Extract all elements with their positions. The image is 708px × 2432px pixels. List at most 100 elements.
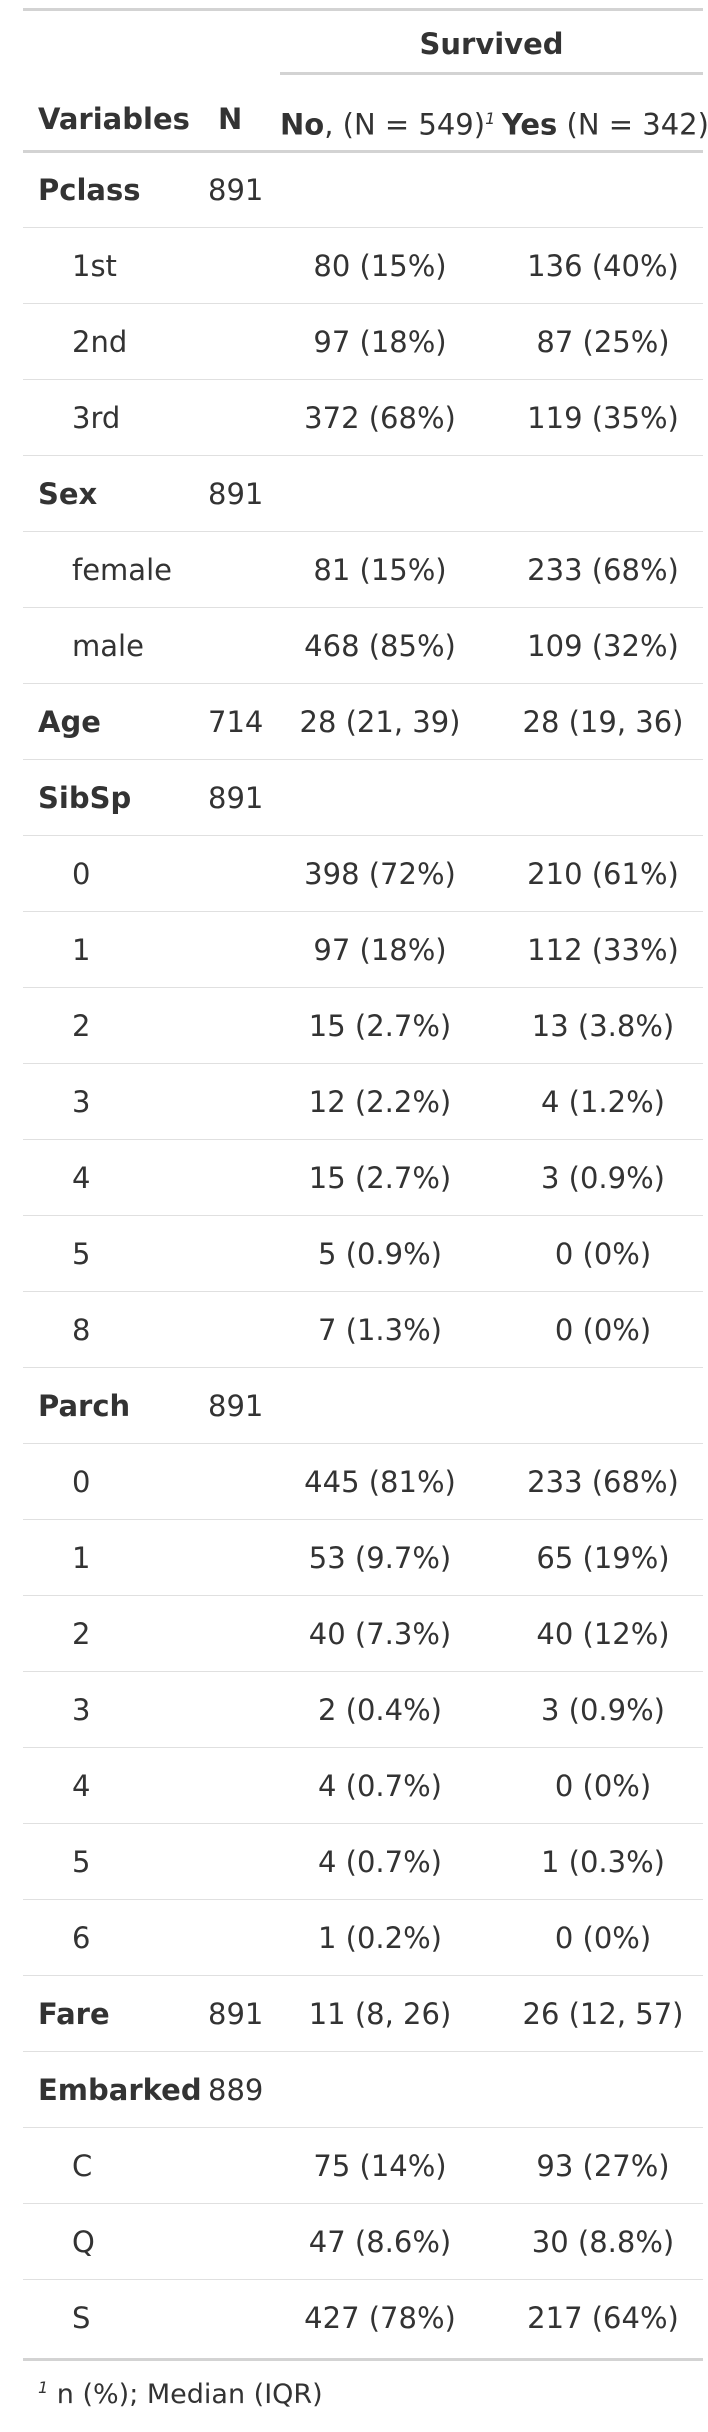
- survived-yes-cell: 4 (1.2%): [541, 1085, 665, 1119]
- survived-no-cell: 11 (8, 26): [308, 1997, 452, 2031]
- level-label: 4: [72, 1769, 91, 1803]
- header-bottom-rule: [23, 150, 703, 153]
- survived-no-cell: 398 (72%): [304, 857, 456, 891]
- survived-yes-cell: 0 (0%): [554, 1921, 652, 1955]
- survived-yes-cell: 1 (0.3%): [541, 1845, 665, 1879]
- row-divider: [23, 835, 703, 836]
- survived-no-cell: 468 (85%): [304, 629, 456, 663]
- table-footnote: 1 n (%); Median (IQR): [38, 2378, 323, 2410]
- level-label: 3rd: [72, 401, 121, 435]
- n-cell: 891: [208, 477, 264, 511]
- column-header-no: No, (N = 549)1: [280, 94, 495, 150]
- n-cell: 891: [208, 173, 264, 207]
- survived-no-cell: 372 (68%): [304, 401, 456, 435]
- level-label: female: [72, 553, 172, 587]
- n-cell: 891: [208, 1389, 264, 1423]
- survived-no-cell: 47 (8.6%): [308, 2225, 452, 2259]
- survived-no-cell: 97 (18%): [313, 933, 447, 967]
- survived-no-cell: 7 (1.3%): [318, 1313, 442, 1347]
- level-label: 0: [72, 857, 91, 891]
- survived-yes-cell: 0 (0%): [554, 1313, 652, 1347]
- survived-yes-cell: 233 (68%): [527, 553, 679, 587]
- n-cell: 891: [208, 781, 264, 815]
- column-header-yes-label: Yes: [502, 107, 558, 142]
- survived-yes-cell: 210 (61%): [527, 857, 679, 891]
- column-header-no-label: No: [280, 107, 325, 142]
- row-divider: [23, 227, 703, 228]
- variable-label: Embarked: [38, 2073, 202, 2107]
- level-label: 4: [72, 1161, 91, 1195]
- row-divider: [23, 303, 703, 304]
- row-divider: [23, 379, 703, 380]
- level-label: S: [72, 2301, 91, 2335]
- survived-no-cell: 2 (0.4%): [318, 1693, 442, 1727]
- survived-no-cell: 4 (0.7%): [318, 1769, 442, 1803]
- survived-no-cell: 53 (9.7%): [308, 1541, 452, 1575]
- survived-spanner-label: Survived: [419, 27, 564, 61]
- variable-label: Sex: [38, 477, 98, 511]
- survived-yes-cell: 65 (19%): [536, 1541, 670, 1575]
- row-divider: [23, 607, 703, 608]
- row-divider: [23, 1519, 703, 1520]
- survived-no-cell: 28 (21, 39): [299, 705, 461, 739]
- survived-no-cell: 12 (2.2%): [308, 1085, 452, 1119]
- survived-no-cell: 15 (2.7%): [308, 1009, 452, 1043]
- survived-yes-cell: 3 (0.9%): [541, 1161, 665, 1195]
- level-label: 2nd: [72, 325, 128, 359]
- survived-yes-cell: 13 (3.8%): [531, 1009, 675, 1043]
- level-label: Q: [72, 2225, 95, 2259]
- survived-yes-cell: 119 (35%): [527, 401, 679, 435]
- survived-no-cell: 80 (15%): [313, 249, 447, 283]
- column-header-yes-count: (N = 342): [557, 107, 708, 142]
- row-divider: [23, 683, 703, 684]
- variable-label: Age: [38, 705, 101, 739]
- level-label: 1: [72, 933, 91, 967]
- level-label: 1st: [72, 249, 117, 283]
- survived-yes-cell: 217 (64%): [527, 2301, 679, 2335]
- column-header-no-count: , (N = 549): [324, 107, 486, 142]
- variable-label: SibSp: [38, 781, 132, 815]
- row-divider: [23, 2051, 703, 2052]
- survived-yes-cell: 136 (40%): [527, 249, 679, 283]
- table-bottom-rule: [23, 2358, 703, 2361]
- level-label: 5: [72, 1845, 91, 1879]
- level-label: 2: [72, 1617, 91, 1651]
- row-divider: [23, 2127, 703, 2128]
- row-divider: [23, 1443, 703, 1444]
- row-divider: [23, 1975, 703, 1976]
- survived-no-cell: 97 (18%): [313, 325, 447, 359]
- survived-no-cell: 1 (0.2%): [318, 1921, 442, 1955]
- variable-label: Fare: [38, 1997, 110, 2031]
- variable-label: Pclass: [38, 173, 141, 207]
- survived-no-cell: 4 (0.7%): [318, 1845, 442, 1879]
- row-divider: [23, 1139, 703, 1140]
- survived-no-cell: 75 (14%): [313, 2149, 447, 2183]
- survived-no-cell: 40 (7.3%): [308, 1617, 452, 1651]
- column-header-n: N: [218, 102, 243, 136]
- row-divider: [23, 1215, 703, 1216]
- level-label: 5: [72, 1237, 91, 1271]
- survived-yes-cell: 87 (25%): [536, 325, 670, 359]
- row-divider: [23, 1291, 703, 1292]
- row-divider: [23, 1595, 703, 1596]
- survived-yes-cell: 28 (19, 36): [522, 705, 684, 739]
- table-top-rule: [23, 8, 703, 11]
- n-cell: 889: [208, 2073, 264, 2107]
- row-divider: [23, 455, 703, 456]
- level-label: 3: [72, 1693, 91, 1727]
- n-cell: 714: [208, 705, 264, 739]
- survived-yes-cell: 30 (8.8%): [531, 2225, 675, 2259]
- survived-yes-cell: 109 (32%): [527, 629, 679, 663]
- row-divider: [23, 2279, 703, 2280]
- level-label: male: [72, 629, 144, 663]
- row-divider: [23, 1823, 703, 1824]
- level-label: 2: [72, 1009, 91, 1043]
- survived-yes-cell: 0 (0%): [554, 1237, 652, 1271]
- row-divider: [23, 987, 703, 988]
- row-divider: [23, 1899, 703, 1900]
- row-divider: [23, 1747, 703, 1748]
- row-divider: [23, 1063, 703, 1064]
- column-header-yes: Yes (N = 342)1: [502, 94, 708, 150]
- footnote-mark: 1: [38, 2378, 49, 2397]
